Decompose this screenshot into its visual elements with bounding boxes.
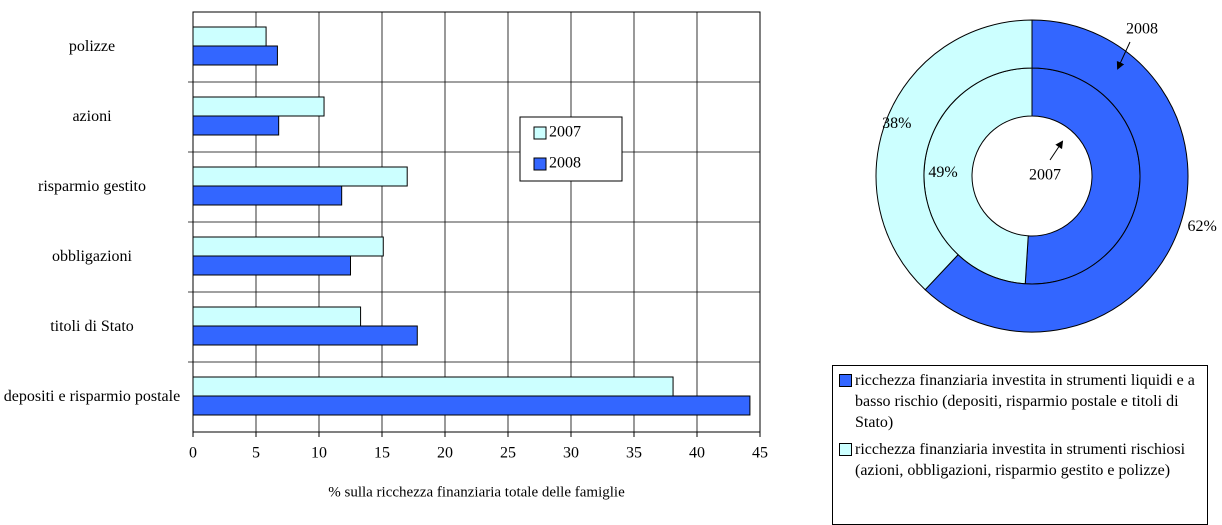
y-tick-label: polizze <box>68 38 116 55</box>
y-tick-label: obbligazioni <box>52 248 132 265</box>
data-label: 49% <box>928 164 957 181</box>
x-axis-label: % sulla ricchezza finanziaria totale del… <box>328 484 625 500</box>
legend-swatch <box>839 374 852 387</box>
bar <box>192 96 325 117</box>
pie-legend: ricchezza finanziaria investita in strum… <box>832 365 1208 525</box>
bar <box>192 325 418 346</box>
data-label: 62% <box>1188 218 1217 235</box>
bar <box>192 306 362 327</box>
x-tick-label: 30 <box>563 445 579 462</box>
x-tick-label: 35 <box>626 445 642 462</box>
bar <box>192 185 343 206</box>
x-tick-label: 45 <box>752 445 768 462</box>
bar <box>192 115 280 136</box>
ring-label: 2007 <box>1029 167 1061 184</box>
data-label: 38% <box>882 115 911 132</box>
bar <box>192 26 267 47</box>
legend-item: ricchezza finanziaria investita in strum… <box>839 370 1201 433</box>
x-tick-label: 0 <box>189 445 197 462</box>
bar <box>192 376 674 397</box>
x-tick-label: 25 <box>500 445 516 462</box>
x-tick-label: 10 <box>311 445 327 462</box>
donut-segment <box>875 19 1033 291</box>
y-tick-label: azioni <box>72 108 112 125</box>
x-tick-label: 20 <box>437 445 453 462</box>
legend-swatch <box>839 443 852 456</box>
legend-swatch <box>533 126 547 140</box>
donut-segment <box>924 19 1189 333</box>
legend-swatch <box>533 157 547 171</box>
legend-label: 2008 <box>549 155 581 172</box>
x-tick-label: 5 <box>252 445 260 462</box>
x-tick-label: 40 <box>689 445 705 462</box>
x-tick-label: 15 <box>374 445 390 462</box>
bar <box>192 236 384 257</box>
bar <box>192 395 751 416</box>
bar <box>192 45 278 66</box>
legend-label: 2007 <box>549 124 581 141</box>
legend-label: ricchezza finanziaria investita in strum… <box>855 441 1186 479</box>
y-tick-label: depositi e risparmio postale <box>3 388 181 405</box>
arrow <box>1049 140 1064 161</box>
y-tick-label: titoli di Stato <box>50 318 134 335</box>
legend-item: ricchezza finanziaria investita in strum… <box>839 439 1201 481</box>
bar <box>192 166 408 187</box>
y-tick-label: risparmio gestito <box>38 178 146 195</box>
bar <box>192 255 351 276</box>
ring-label: 2008 <box>1126 21 1158 38</box>
legend-label: ricchezza finanziaria investita in strum… <box>855 372 1195 431</box>
arrow <box>1116 41 1131 70</box>
